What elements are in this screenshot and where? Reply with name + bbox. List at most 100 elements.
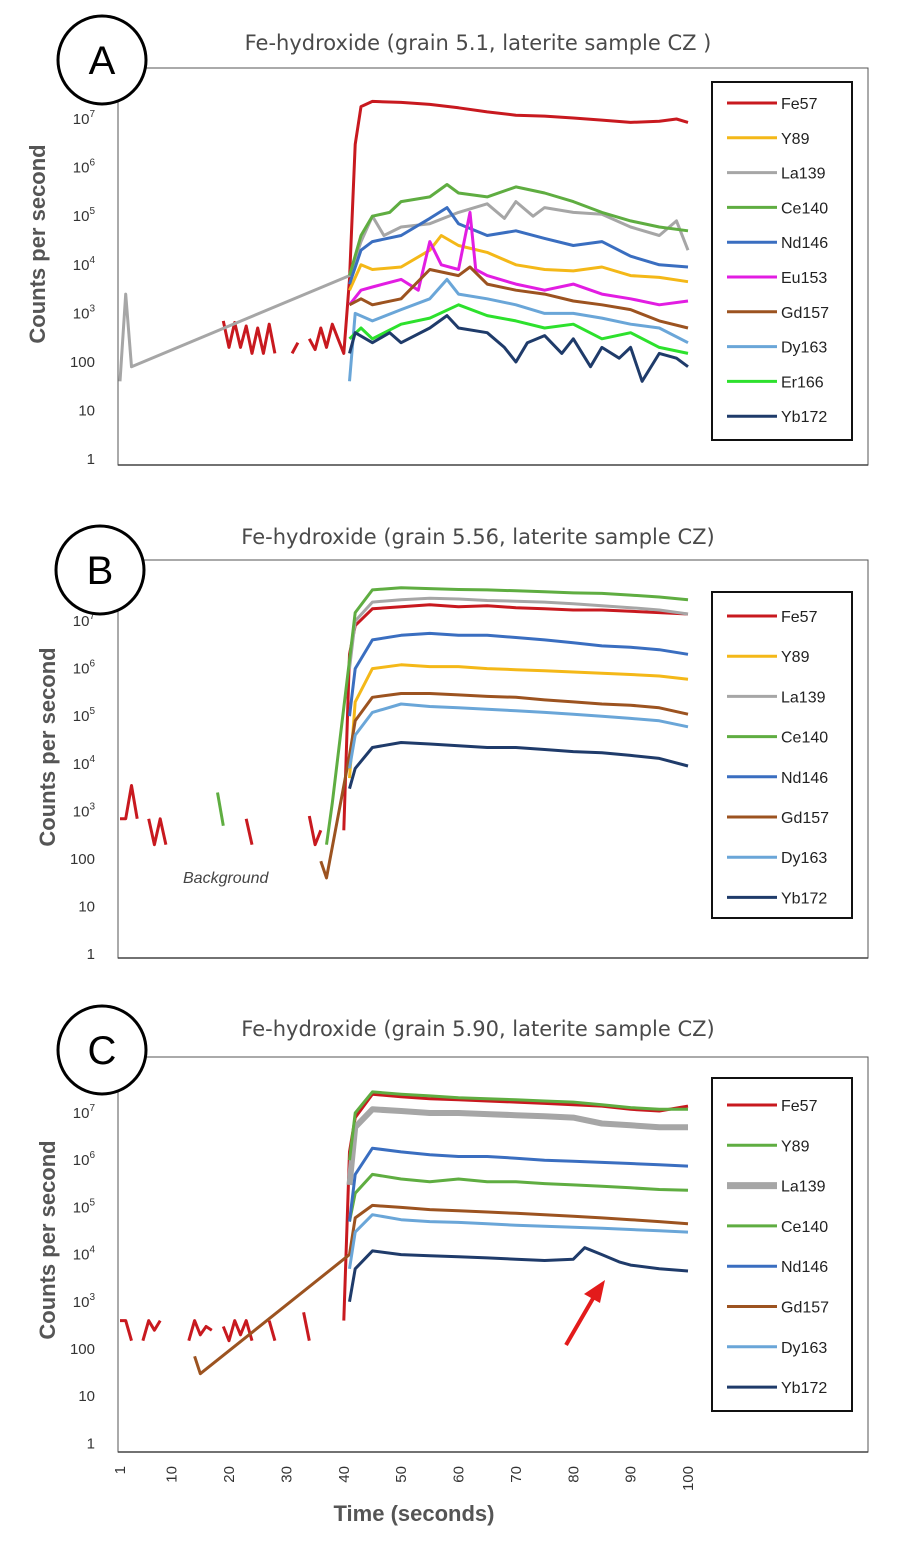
series-line-fe57 [342, 1092, 689, 1321]
series-line-fe57 [221, 1319, 254, 1343]
series-line-ce140 [325, 586, 689, 845]
series-line-la139 [348, 596, 689, 669]
series-line-yb172 [348, 1246, 689, 1303]
series-line-er166 [348, 303, 689, 355]
y-tick-label: 100 [70, 354, 95, 371]
legend-label: Yb172 [781, 1380, 827, 1397]
series-line-gd157 [193, 1203, 689, 1376]
legend-label: Fe57 [781, 96, 818, 113]
series-group [118, 99, 690, 383]
x-tick-label: 90 [623, 1466, 640, 1483]
arrow-shaft [564, 1293, 597, 1347]
legend-label: Y89 [781, 131, 810, 148]
x-axis-label: Time (seconds) [334, 1501, 495, 1526]
legend-label: Gd157 [781, 1300, 829, 1317]
panel-badge [54, 524, 146, 616]
x-tick-label: 20 [221, 1466, 238, 1483]
y-axis-label: Counts per second [35, 1140, 60, 1339]
arrow-head [584, 1280, 605, 1303]
y-tick-label: 106 [73, 1150, 96, 1169]
panel-badge [56, 14, 148, 106]
series-line-y89 [348, 663, 689, 779]
series-line-y89 [348, 1172, 689, 1222]
series-line-dy163 [348, 702, 689, 769]
panel-badge-letter: A [89, 39, 116, 83]
legend-label: Ce140 [781, 1219, 828, 1236]
chart-panel-b: Fe-hydroxide (grain 5.56, laterite sampl… [35, 524, 869, 963]
legend-label: Ce140 [781, 730, 828, 747]
legend-label: Eu153 [781, 270, 827, 287]
legend-label: Gd157 [781, 305, 829, 322]
series-line-ce140 [348, 183, 689, 277]
series-line-fe57 [302, 1312, 311, 1341]
series-line-nd146 [348, 1146, 689, 1222]
series-line-fe57 [147, 817, 168, 847]
series-line-yb172 [348, 741, 689, 790]
series-line-fe57 [187, 1319, 213, 1342]
legend-box [711, 1077, 853, 1412]
series-line-gd157 [348, 265, 689, 330]
y-axis-label: Counts per second [25, 144, 50, 343]
series-line-fe57 [290, 341, 300, 355]
series-line-y89 [348, 234, 689, 291]
y-tick-label: 107 [73, 611, 96, 630]
series-line-la139 [346, 1106, 688, 1186]
series-line-fe57 [120, 784, 139, 821]
x-tick-label: 1 [112, 1466, 129, 1474]
y-tick-label: 100 [70, 851, 95, 868]
legend-label: Nd146 [781, 235, 828, 252]
series-line-dy163 [348, 1213, 689, 1270]
y-tick-label: 106 [73, 158, 96, 177]
series-group [120, 1090, 689, 1376]
y-tick-label: 105 [73, 706, 96, 725]
legend-label: La139 [781, 1179, 826, 1196]
chart-title: Fe-hydroxide (grain 5.56, laterite sampl… [241, 525, 714, 549]
y-tick-label: 103 [73, 1292, 96, 1311]
series-line-fe57 [244, 818, 254, 846]
legend-label: Nd146 [781, 1259, 828, 1276]
series-line-nd146 [348, 206, 689, 285]
legend-label: Y89 [781, 1138, 810, 1155]
y-tick-label: 10 [78, 899, 95, 916]
y-tick-label: 103 [73, 303, 96, 322]
y-tick-label: 107 [73, 109, 96, 128]
y-tick-label: 10 [78, 403, 95, 420]
x-tick-label: 10 [164, 1466, 181, 1483]
panel-badge [56, 1004, 148, 1096]
y-tick-label: 104 [73, 754, 96, 773]
legend-label: Fe57 [781, 609, 818, 626]
legend-label: Yb172 [781, 409, 827, 426]
chart-title: Fe-hydroxide (grain 5.1, laterite sample… [245, 31, 712, 55]
y-tick-label: 104 [73, 1245, 96, 1264]
legend: Fe57 Y89 La139 Ce140 Nd146 Gd157 Dy163 Yb172 [711, 1077, 853, 1412]
series-line-fe57 [221, 320, 277, 355]
legend: Fe57 Y89 La139 Ce140 Nd146 Eu153 Gd157 Dy163 Er1… [711, 81, 853, 441]
x-axis: 1 10 20 30 40 50 60 70 80 90 100 Time (seconds) [112, 1466, 697, 1526]
legend-label: Er166 [781, 374, 824, 391]
legend-label: Y89 [781, 649, 810, 666]
legend-label: La139 [781, 166, 826, 183]
annotation-background: Background [183, 870, 269, 887]
series-group [120, 586, 689, 880]
y-tick-label: 107 [73, 1103, 96, 1122]
y-tick-label: 104 [73, 255, 96, 274]
legend-label: Dy163 [781, 340, 827, 357]
legend-label: Gd157 [781, 810, 829, 827]
y-axis-label: Counts per second [35, 647, 60, 846]
legend-label: Ce140 [781, 200, 828, 217]
series-line-fe57 [141, 1319, 162, 1342]
y-tick-label: 10 [78, 1388, 95, 1405]
legend-label: Dy163 [781, 1340, 827, 1357]
x-tick-label: 100 [680, 1466, 697, 1491]
x-tick-label: 60 [451, 1466, 468, 1483]
series-line-ce140 [216, 792, 225, 826]
series-line-ce140 [348, 1090, 688, 1161]
panel-badge-letter: C [88, 1029, 117, 1073]
legend-box [711, 591, 853, 919]
legend-label: Dy163 [781, 850, 827, 867]
x-tick-label: 80 [565, 1466, 582, 1483]
series-line-gd157 [319, 692, 689, 880]
y-tick-label: 1 [87, 451, 95, 468]
legend-label: Yb172 [781, 890, 827, 907]
